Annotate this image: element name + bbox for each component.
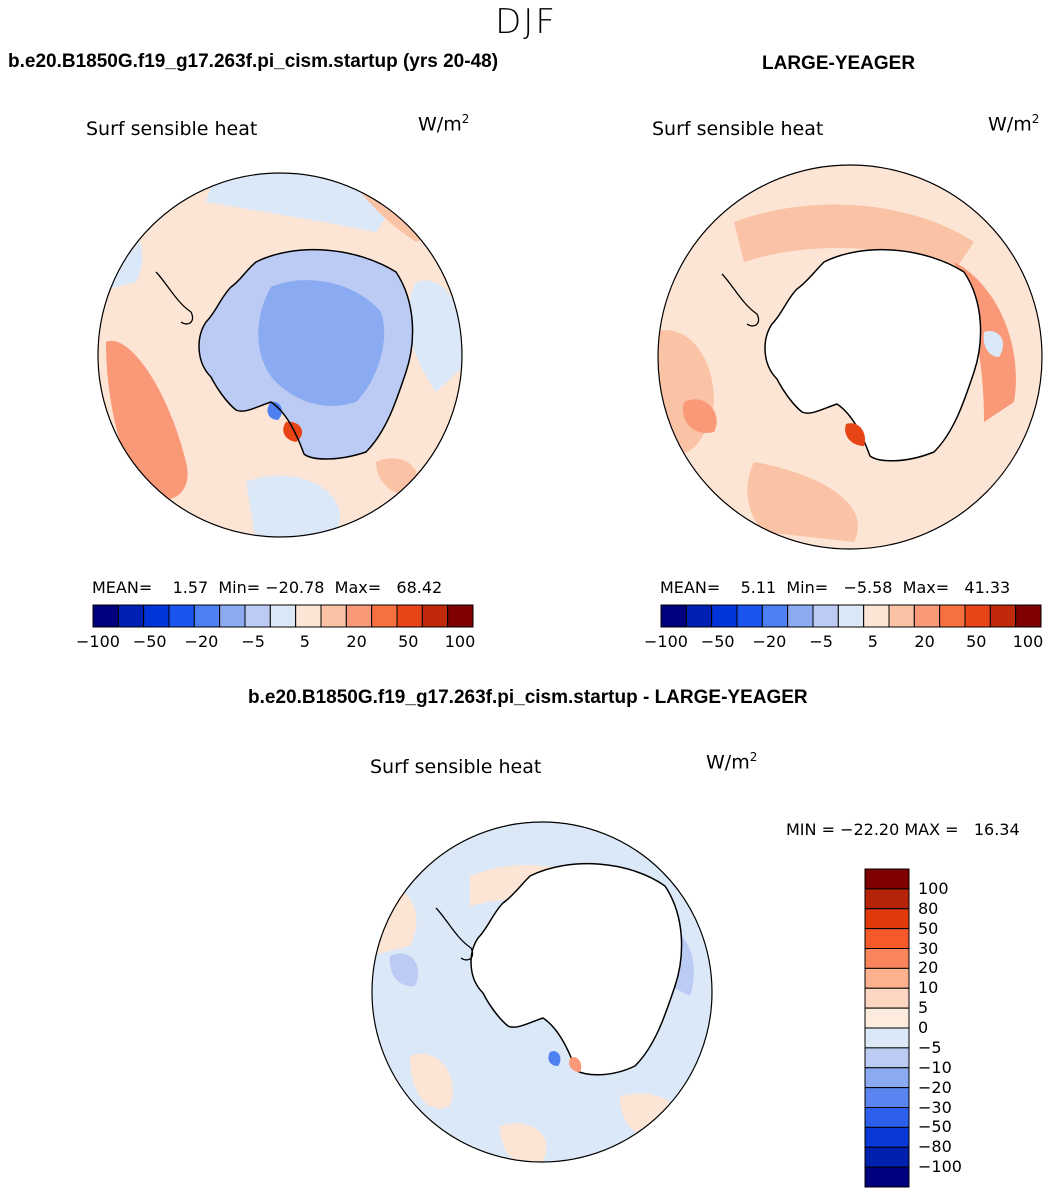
panel1-colorbar-swatch xyxy=(193,604,221,628)
panel2-colorbar-tick: 100 xyxy=(1012,632,1044,651)
panel2-colorbar-swatch xyxy=(685,604,713,628)
panel1-colorbar-swatch xyxy=(219,604,246,628)
panel3-colorbar-tick: 30 xyxy=(918,938,939,958)
panel1-polar-map xyxy=(97,172,463,538)
panel3-colorbar-tick: −50 xyxy=(918,1117,952,1137)
panel2-colorbar-swatch xyxy=(1015,604,1042,628)
panel1-colorbar-swatch xyxy=(295,604,322,628)
panel1-colorbar-swatch xyxy=(143,604,170,628)
panel3-colorbar-tick: 100 xyxy=(918,878,949,898)
panel1-colorbar-swatch xyxy=(244,604,271,628)
panel3-colorbar-tick: 20 xyxy=(918,958,939,978)
panel3-colorbar-swatch xyxy=(864,1047,910,1069)
panel2-colorbar-swatch xyxy=(964,604,991,628)
panel3-colorbar-swatch xyxy=(864,868,910,890)
panel3-polar-map xyxy=(371,821,713,1163)
panel1-colorbar-swatch xyxy=(269,604,297,628)
panel3-colorbar-ticks: 100 80 50 30 20 10 5 0 −5 −10 −20 −30 −50 −80 −100 xyxy=(918,868,998,1188)
panel1-stats: MEAN= 1.57 Min= −20.78 Max= 68.42 xyxy=(92,578,443,597)
panel3-colorbar-tick: −80 xyxy=(918,1137,952,1157)
panel3-colorbar-swatch xyxy=(864,1107,910,1128)
panel2-units: W/m2 xyxy=(988,112,1040,136)
panel3-colorbar-tick: 50 xyxy=(918,918,939,938)
panel3-colorbar-tick: −100 xyxy=(918,1157,962,1177)
panel3-variable-label: Surf sensible heat xyxy=(370,756,542,778)
panel1-colorbar-tick: −20 xyxy=(184,632,219,651)
panel3-colorbar-tick: −5 xyxy=(918,1037,942,1057)
panel3-colorbar-swatch xyxy=(864,1166,910,1188)
panel1-colorbar-tick: −100 xyxy=(76,632,120,651)
panel1-colorbar-tick: 100 xyxy=(444,632,476,651)
panel1-colorbar-swatch xyxy=(117,604,145,628)
panel2-colorbar-tick: −5 xyxy=(809,632,833,651)
panel3-colorbar-swatch xyxy=(864,1126,910,1148)
panel3-colorbar-swatch xyxy=(864,1146,910,1168)
panel2-colorbar-swatch xyxy=(939,604,966,628)
panel1-colorbar-tick: 20 xyxy=(346,632,367,651)
panel3-stats: MIN = −22.20 MAX = 16.34 xyxy=(786,820,1020,839)
panel1-title: b.e20.B1850G.f19_g17.263f.pi_cism.startu… xyxy=(8,51,499,72)
panel1-colorbar-swatch xyxy=(371,604,398,628)
panel3-colorbar-swatch xyxy=(864,987,910,1009)
panel2-colorbar-swatch xyxy=(761,604,789,628)
panel3-colorbar-swatch xyxy=(864,908,910,930)
panel3-colorbar-swatch xyxy=(864,928,910,949)
panel3-colorbar-tick: 5 xyxy=(918,998,929,1018)
panel2-colorbar-swatch xyxy=(736,604,763,628)
panel1-colorbar-tick: 5 xyxy=(299,632,310,651)
panel3-colorbar-tick: 0 xyxy=(918,1018,929,1037)
panel2-colorbar-swatch xyxy=(787,604,814,628)
panel2-colorbar-swatch xyxy=(711,604,738,628)
panel3-units: W/m2 xyxy=(706,750,758,774)
panel3-colorbar-tick: 10 xyxy=(918,978,939,998)
panel2-colorbar-swatch xyxy=(812,604,839,628)
panel3-colorbar-tick: −10 xyxy=(918,1057,952,1077)
panel1-colorbar-swatch xyxy=(320,604,347,628)
panel2-colorbar-tick: 5 xyxy=(867,632,878,651)
panel3-colorbar-swatch xyxy=(864,1067,910,1089)
panel3-colorbar-tick: 80 xyxy=(918,898,939,918)
panel2-polar-map xyxy=(657,164,1043,550)
panel2-colorbar xyxy=(660,604,1042,628)
panel2-colorbar-swatch xyxy=(660,604,687,628)
panel2-stats: MEAN= 5.11 Min= −5.58 Max= 41.33 xyxy=(660,578,1011,597)
panel3-colorbar-swatch xyxy=(864,888,910,910)
panel1-variable-label: Surf sensible heat xyxy=(86,118,258,140)
panel3-colorbar-swatch xyxy=(864,1007,910,1029)
panel2-colorbar-tick: 20 xyxy=(914,632,935,651)
panel2-colorbar-tick: −100 xyxy=(644,632,688,651)
panel3-colorbar-swatch xyxy=(864,1027,910,1049)
panel3-colorbar-swatch xyxy=(864,948,910,969)
panel1-colorbar-swatch xyxy=(421,604,449,628)
panel2-colorbar-tick: −50 xyxy=(700,632,735,651)
panel2-colorbar-swatch xyxy=(888,604,915,628)
panel3-colorbar-tick: −20 xyxy=(918,1077,952,1097)
panel1-colorbar-swatch xyxy=(447,604,474,628)
panel1-colorbar-tick: 50 xyxy=(398,632,419,651)
panel3-colorbar-tick: −30 xyxy=(918,1097,952,1117)
panel1-colorbar xyxy=(92,604,474,628)
panel2-variable-label: Surf sensible heat xyxy=(652,118,824,140)
panel1-colorbar-tick: −50 xyxy=(132,632,167,651)
panel1-colorbar-tick: −5 xyxy=(241,632,265,651)
panel2-colorbar-swatch xyxy=(863,604,890,628)
panel1-colorbar-swatch xyxy=(168,604,195,628)
panel3-colorbar xyxy=(864,868,910,1188)
panel1-colorbar-swatch xyxy=(396,604,423,628)
panel2-colorbar-swatch xyxy=(989,604,1017,628)
panel2-title: LARGE-YEAGER xyxy=(762,53,916,74)
panel2-colorbar-swatch xyxy=(913,604,941,628)
season-title: DJF xyxy=(495,2,557,42)
panel2-colorbar-tick: −20 xyxy=(752,632,787,651)
panel3-colorbar-swatch xyxy=(864,1087,910,1108)
panel1-units: W/m2 xyxy=(418,112,470,136)
panel2-colorbar-tick: 50 xyxy=(966,632,987,651)
panel1-colorbar-swatch xyxy=(92,604,119,628)
panel1-colorbar-swatch xyxy=(345,604,373,628)
panel3-title: b.e20.B1850G.f19_g17.263f.pi_cism.startu… xyxy=(248,687,808,708)
panel3-colorbar-swatch xyxy=(864,967,910,989)
panel2-colorbar-swatch xyxy=(837,604,865,628)
